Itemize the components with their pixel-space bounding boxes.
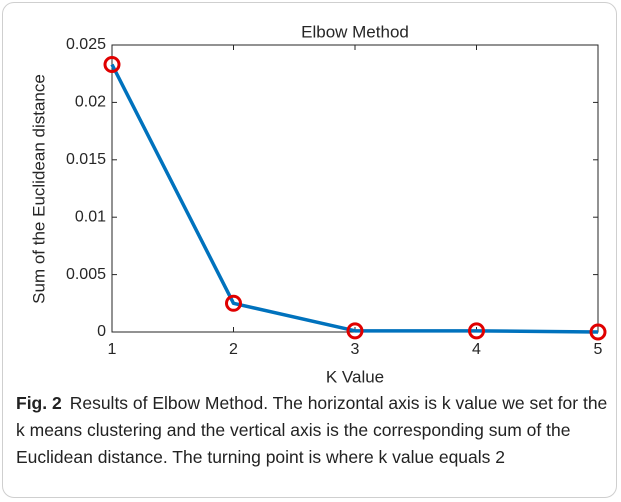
axes-box	[111, 44, 599, 333]
figure-frame	[2, 2, 617, 498]
y-axis-label: Sum of the Euclidean distance	[29, 74, 48, 304]
marker	[346, 322, 364, 340]
series-line	[110, 63, 599, 334]
y-tick-label: 0.02	[75, 94, 106, 111]
marker	[103, 56, 121, 74]
caption-label: Fig. 2	[16, 393, 62, 413]
marker	[225, 294, 242, 312]
caption-text: Results of Elbow Method. The horizontal …	[16, 393, 608, 467]
y-tick-label: 0.015	[66, 151, 106, 168]
x-axis-label: K Value	[326, 367, 384, 386]
x-tick-label: 5	[594, 341, 603, 358]
y-tick-label: 0.025	[66, 36, 106, 53]
y-tick-label: 0.01	[75, 208, 106, 225]
y-tick-label: 0	[97, 323, 106, 340]
y-tick-label: 0.005	[66, 266, 106, 283]
marker	[468, 322, 485, 340]
x-tick-label: 2	[229, 341, 238, 358]
x-tick-label: 4	[472, 341, 481, 358]
chart: Elbow Method K Value Sum of the Euclidea…	[29, 22, 607, 386]
x-tick-label: 3	[351, 341, 360, 358]
caption: Fig. 2 Results of Elbow Method. The horiz…	[16, 390, 611, 471]
x-tick-label: 1	[108, 341, 117, 358]
chart-title: Elbow Method	[301, 22, 409, 41]
marker	[589, 323, 607, 341]
